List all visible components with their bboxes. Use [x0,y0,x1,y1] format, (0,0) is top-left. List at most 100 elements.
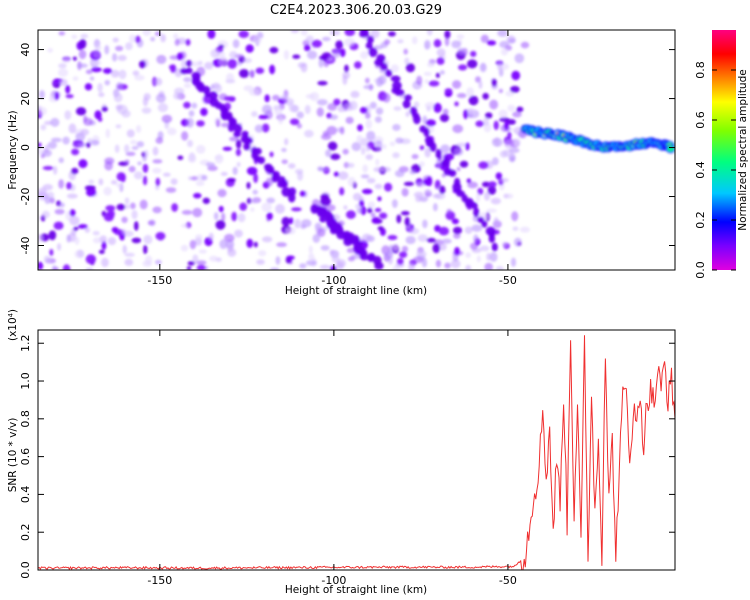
heatmap-cell [52,266,59,270]
heatmap-streak-cell [390,75,401,82]
heatmap-cell [405,235,416,245]
heatmap-cell [255,67,265,74]
heatmap-cell [84,227,90,233]
heatmap-cell [306,50,318,60]
heatmap-cell [425,119,436,127]
heatmap-cell [115,104,123,111]
heatmap-cell [483,117,490,126]
bottom-plot-frame [37,329,676,571]
heatmap-cell [130,139,137,145]
heatmap-cell [173,33,179,40]
spectrogram-panel: -150 -100 -50 -40 -20 0 20 40 Height of straigh… [7,29,676,297]
heatmap-cell [62,57,71,64]
heatmap-cell [347,256,355,262]
heatmap-cell [336,259,347,268]
heatmap-cell [98,92,105,98]
heatmap-cell [66,193,78,199]
heatmap-cell [374,116,382,123]
bottom-y-tick-label: 1.0 [19,372,32,390]
heatmap-cell [327,141,338,151]
heatmap-cell [404,217,410,227]
heatmap-cell [181,210,193,215]
bottom-scale-note: (x10⁴) [7,309,19,341]
heatmap-cell [135,125,142,134]
heatmap-cell [377,196,382,202]
heatmap-cell [444,37,450,47]
heatmap-streak-cell [288,192,296,203]
heatmap-cell [360,174,370,179]
heatmap-cell [47,47,54,53]
heatmap-cell [377,226,384,231]
snr-panel: -150 -100 -50 0.0 0.2 0.4 0.6 0.8 1.0 1.2 Height … [7,309,676,596]
heatmap-cell [318,167,329,172]
heatmap-cell [510,257,517,267]
heatmap-cell [62,264,71,270]
heatmap-cell [218,57,229,67]
heatmap-cell [459,160,469,168]
heatmap-cell [457,47,466,55]
heatmap-cell [417,234,428,242]
heatmap-cell [112,53,118,62]
heatmap-cell [92,237,102,244]
heatmap-cell [491,78,497,87]
heatmap-cell [347,162,355,168]
heatmap-cell [176,52,184,61]
heatmap-cell [465,142,470,151]
heatmap-cell [384,182,393,192]
heatmap-cell [124,197,130,205]
heatmap-cell [379,212,388,219]
heatmap-cell [311,39,322,48]
heatmap-cell [115,183,122,188]
heatmap-cell [476,255,481,263]
heatmap-cell [152,159,163,164]
heatmap-cell [154,259,162,265]
heatmap-cell [512,111,522,118]
heatmap-cell [316,99,328,106]
heatmap-cell [436,57,445,65]
heatmap-cell [405,63,416,73]
heatmap-cell [454,147,464,156]
heatmap-streak-cell [233,131,241,138]
heatmap-cell [292,54,301,59]
heatmap-cell [401,245,409,253]
heatmap-cell [59,202,65,208]
bottom-y-tick-label: 0.0 [19,561,32,579]
heatmap-cell [489,99,499,110]
heatmap-cell [200,107,208,116]
heatmap-streak-cell [429,141,437,152]
heatmap-cell [265,177,274,187]
heatmap-cell [374,207,382,213]
heatmap-cell [413,101,420,108]
colorbar-tick-label: 0.4 [694,161,707,179]
heatmap-cell [507,104,516,112]
heatmap-streak-cell [412,114,421,125]
heatmap-cell [201,174,208,181]
heatmap-cell [502,241,508,247]
heatmap-streak-cell [185,67,193,74]
heatmap-cell [83,115,88,123]
heatmap-cell [276,242,287,248]
heatmap-cell [274,106,283,116]
heatmap-cell [64,110,72,120]
heatmap-cell [489,252,498,262]
heatmap-cell [129,202,136,210]
heatmap-cell [438,226,450,236]
heatmap-cell [373,45,383,50]
heatmap-cell [361,188,373,195]
heatmap-cell [480,34,489,43]
heatmap-cell [98,249,105,254]
heatmap-cell [235,148,242,157]
heatmap-cell [482,92,489,100]
heatmap-cell [390,64,399,73]
heatmap-cell [361,146,366,155]
heatmap-cell [486,252,491,261]
heatmap-cell [387,234,398,241]
heatmap-cell [220,171,228,176]
heatmap-cell [325,149,332,158]
heatmap-cell [343,37,355,47]
heatmap-cell [246,238,254,248]
heatmap-cell [317,80,328,86]
heatmap-cell [110,180,118,185]
heatmap-cell [269,151,274,158]
